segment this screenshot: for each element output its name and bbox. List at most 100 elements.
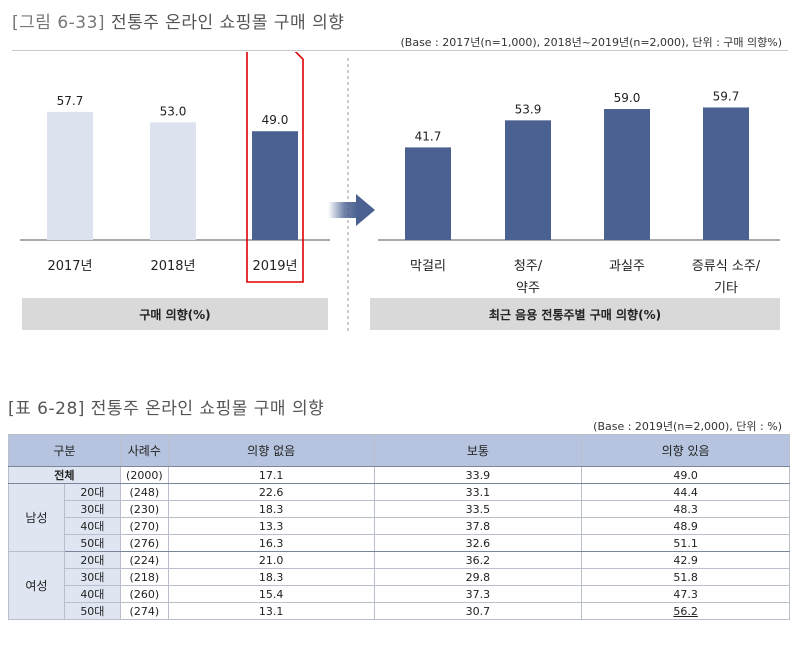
chart-value-label: 59.7: [713, 89, 740, 103]
cell-neutral: 33.1: [373, 483, 583, 501]
header-neutral: 보통: [373, 434, 583, 467]
chart-bar: [604, 109, 650, 240]
age-label: 50대: [63, 602, 121, 620]
table-row: 50대 (274) 13.1 30.7 56.2: [9, 602, 790, 620]
header-yes: 의향 있음: [581, 434, 790, 467]
cell-n: (224): [119, 551, 169, 569]
total-no: 17.1: [167, 466, 375, 484]
cell-no: 13.3: [167, 517, 375, 535]
cell-yes: 48.3: [581, 500, 790, 518]
header-n: 사례수: [119, 434, 169, 467]
age-label: 20대: [63, 483, 121, 501]
chart-bar: [405, 147, 451, 240]
total-n: (2000): [119, 466, 169, 484]
cell-yes: 51.1: [581, 534, 790, 552]
table-header-row: 구분 사례수 의향 없음 보통 의향 있음: [8, 434, 790, 467]
cell-neutral: 36.2: [373, 551, 583, 569]
figure-title: [그림 6-33] 전통주 온라인 쇼핑몰 구매 의향: [12, 8, 344, 33]
chart-title: 최근 음용 전통주별 구매 의향(%): [489, 307, 661, 322]
intent-table: 구분 사례수 의향 없음 보통 의향 있음 전체 (2000) 17.1 33.…: [8, 434, 790, 620]
header-category: 구분: [8, 434, 121, 467]
cell-neutral: 37.8: [373, 517, 583, 535]
chart-bar: [505, 120, 551, 240]
group-label-male: 남성: [8, 483, 65, 552]
age-label: 40대: [63, 585, 121, 603]
chart-value-label: 57.7: [57, 94, 84, 108]
table-title-text: 전통주 온라인 쇼핑몰 구매 의향: [90, 399, 325, 419]
transition-arrow-icon: [328, 194, 375, 226]
chart-caption-box: [370, 298, 780, 330]
chart-bar: [47, 111, 93, 240]
table-base-note: (Base : 2019년(n=2,000), 단위 : %): [593, 420, 782, 433]
cell-yes: 47.3: [581, 585, 790, 603]
cell-n: (230): [119, 500, 169, 518]
age-label: 50대: [63, 534, 121, 552]
cell-yes: 51.8: [581, 568, 790, 586]
cell-n: (270): [119, 517, 169, 535]
total-label: 전체: [8, 466, 121, 484]
table-row: 여성 20대 (224) 21.0 36.2 42.9: [8, 551, 790, 620]
group-label-female: 여성: [8, 551, 65, 620]
table-row: 50대 (276) 16.3 32.6 51.1: [9, 534, 790, 552]
highlight-box: [246, 52, 304, 283]
cell-no: 21.0: [167, 551, 375, 569]
chart-value-label: 53.0: [160, 104, 187, 118]
chart-bar: [252, 131, 298, 240]
chart-category-label: 증류식 소주/: [692, 259, 761, 274]
table-row: 40대 (260) 15.4 37.3 47.3: [9, 585, 790, 603]
table-label: [표 6-28]: [8, 399, 85, 419]
cell-neutral: 33.5: [373, 500, 583, 518]
table-row: 30대 (218) 18.3 29.8 51.8: [9, 568, 790, 586]
cell-n: (276): [119, 534, 169, 552]
age-label: 30대: [63, 568, 121, 586]
chart-category-label: 2018년: [150, 259, 195, 274]
cell-neutral: 37.3: [373, 585, 583, 603]
chart-category-label: 약주: [516, 281, 540, 296]
chart-category-label: 청주/: [514, 259, 543, 274]
figure-title-text: 전통주 온라인 쇼핑몰 구매 의향: [110, 13, 345, 33]
cell-yes: 42.9: [581, 551, 790, 569]
cell-n: (218): [119, 568, 169, 586]
table-row: 40대 (270) 13.3 37.8 48.9: [9, 517, 790, 535]
chart-value-label: 59.0: [614, 91, 641, 105]
total-neutral: 33.9: [373, 466, 583, 484]
chart-title: 구매 의향(%): [139, 307, 210, 322]
chart-category-label: 막걸리: [410, 259, 446, 274]
cell-no: 22.6: [167, 483, 375, 501]
cell-neutral: 29.8: [373, 568, 583, 586]
cell-yes: 48.9: [581, 517, 790, 535]
figure-title-rule: [12, 50, 788, 51]
header-no: 의향 없음: [167, 434, 375, 467]
table-row: 남성 20대 (248) 22.6 33.1 44.4: [8, 483, 790, 552]
cell-yes: 56.2: [581, 602, 790, 620]
figure-base-note: (Base : 2017년(n=1,000), 2018년~2019년(n=2,…: [400, 36, 782, 49]
chart-bar: [150, 122, 196, 240]
chart-value-label: 41.7: [415, 129, 442, 143]
table-row-total: 전체 (2000) 17.1 33.9 49.0: [8, 466, 790, 484]
cell-neutral: 30.7: [373, 602, 583, 620]
total-yes: 49.0: [581, 466, 790, 484]
chart-category-label: 기타: [714, 281, 738, 296]
chart-value-label: 49.0: [262, 113, 289, 127]
cell-no: 18.3: [167, 568, 375, 586]
cell-yes: 44.4: [581, 483, 790, 501]
age-label: 30대: [63, 500, 121, 518]
chart-category-label: 2017년: [47, 259, 92, 274]
age-label: 20대: [63, 551, 121, 569]
cell-neutral: 32.6: [373, 534, 583, 552]
cell-n: (274): [119, 602, 169, 620]
cell-n: (260): [119, 585, 169, 603]
chart-category-label: 2019년: [252, 259, 297, 274]
table-title: [표 6-28] 전통주 온라인 쇼핑몰 구매 의향: [8, 394, 324, 419]
chart-value-label: 53.9: [515, 102, 542, 116]
table-row: 30대 (230) 18.3 33.5 48.3: [9, 500, 790, 518]
chart-caption-box: [22, 298, 328, 330]
chart-category-label: 과실주: [609, 259, 645, 274]
cell-no: 15.4: [167, 585, 375, 603]
cell-no: 18.3: [167, 500, 375, 518]
figure-label: [그림 6-33]: [12, 13, 106, 33]
age-label: 40대: [63, 517, 121, 535]
